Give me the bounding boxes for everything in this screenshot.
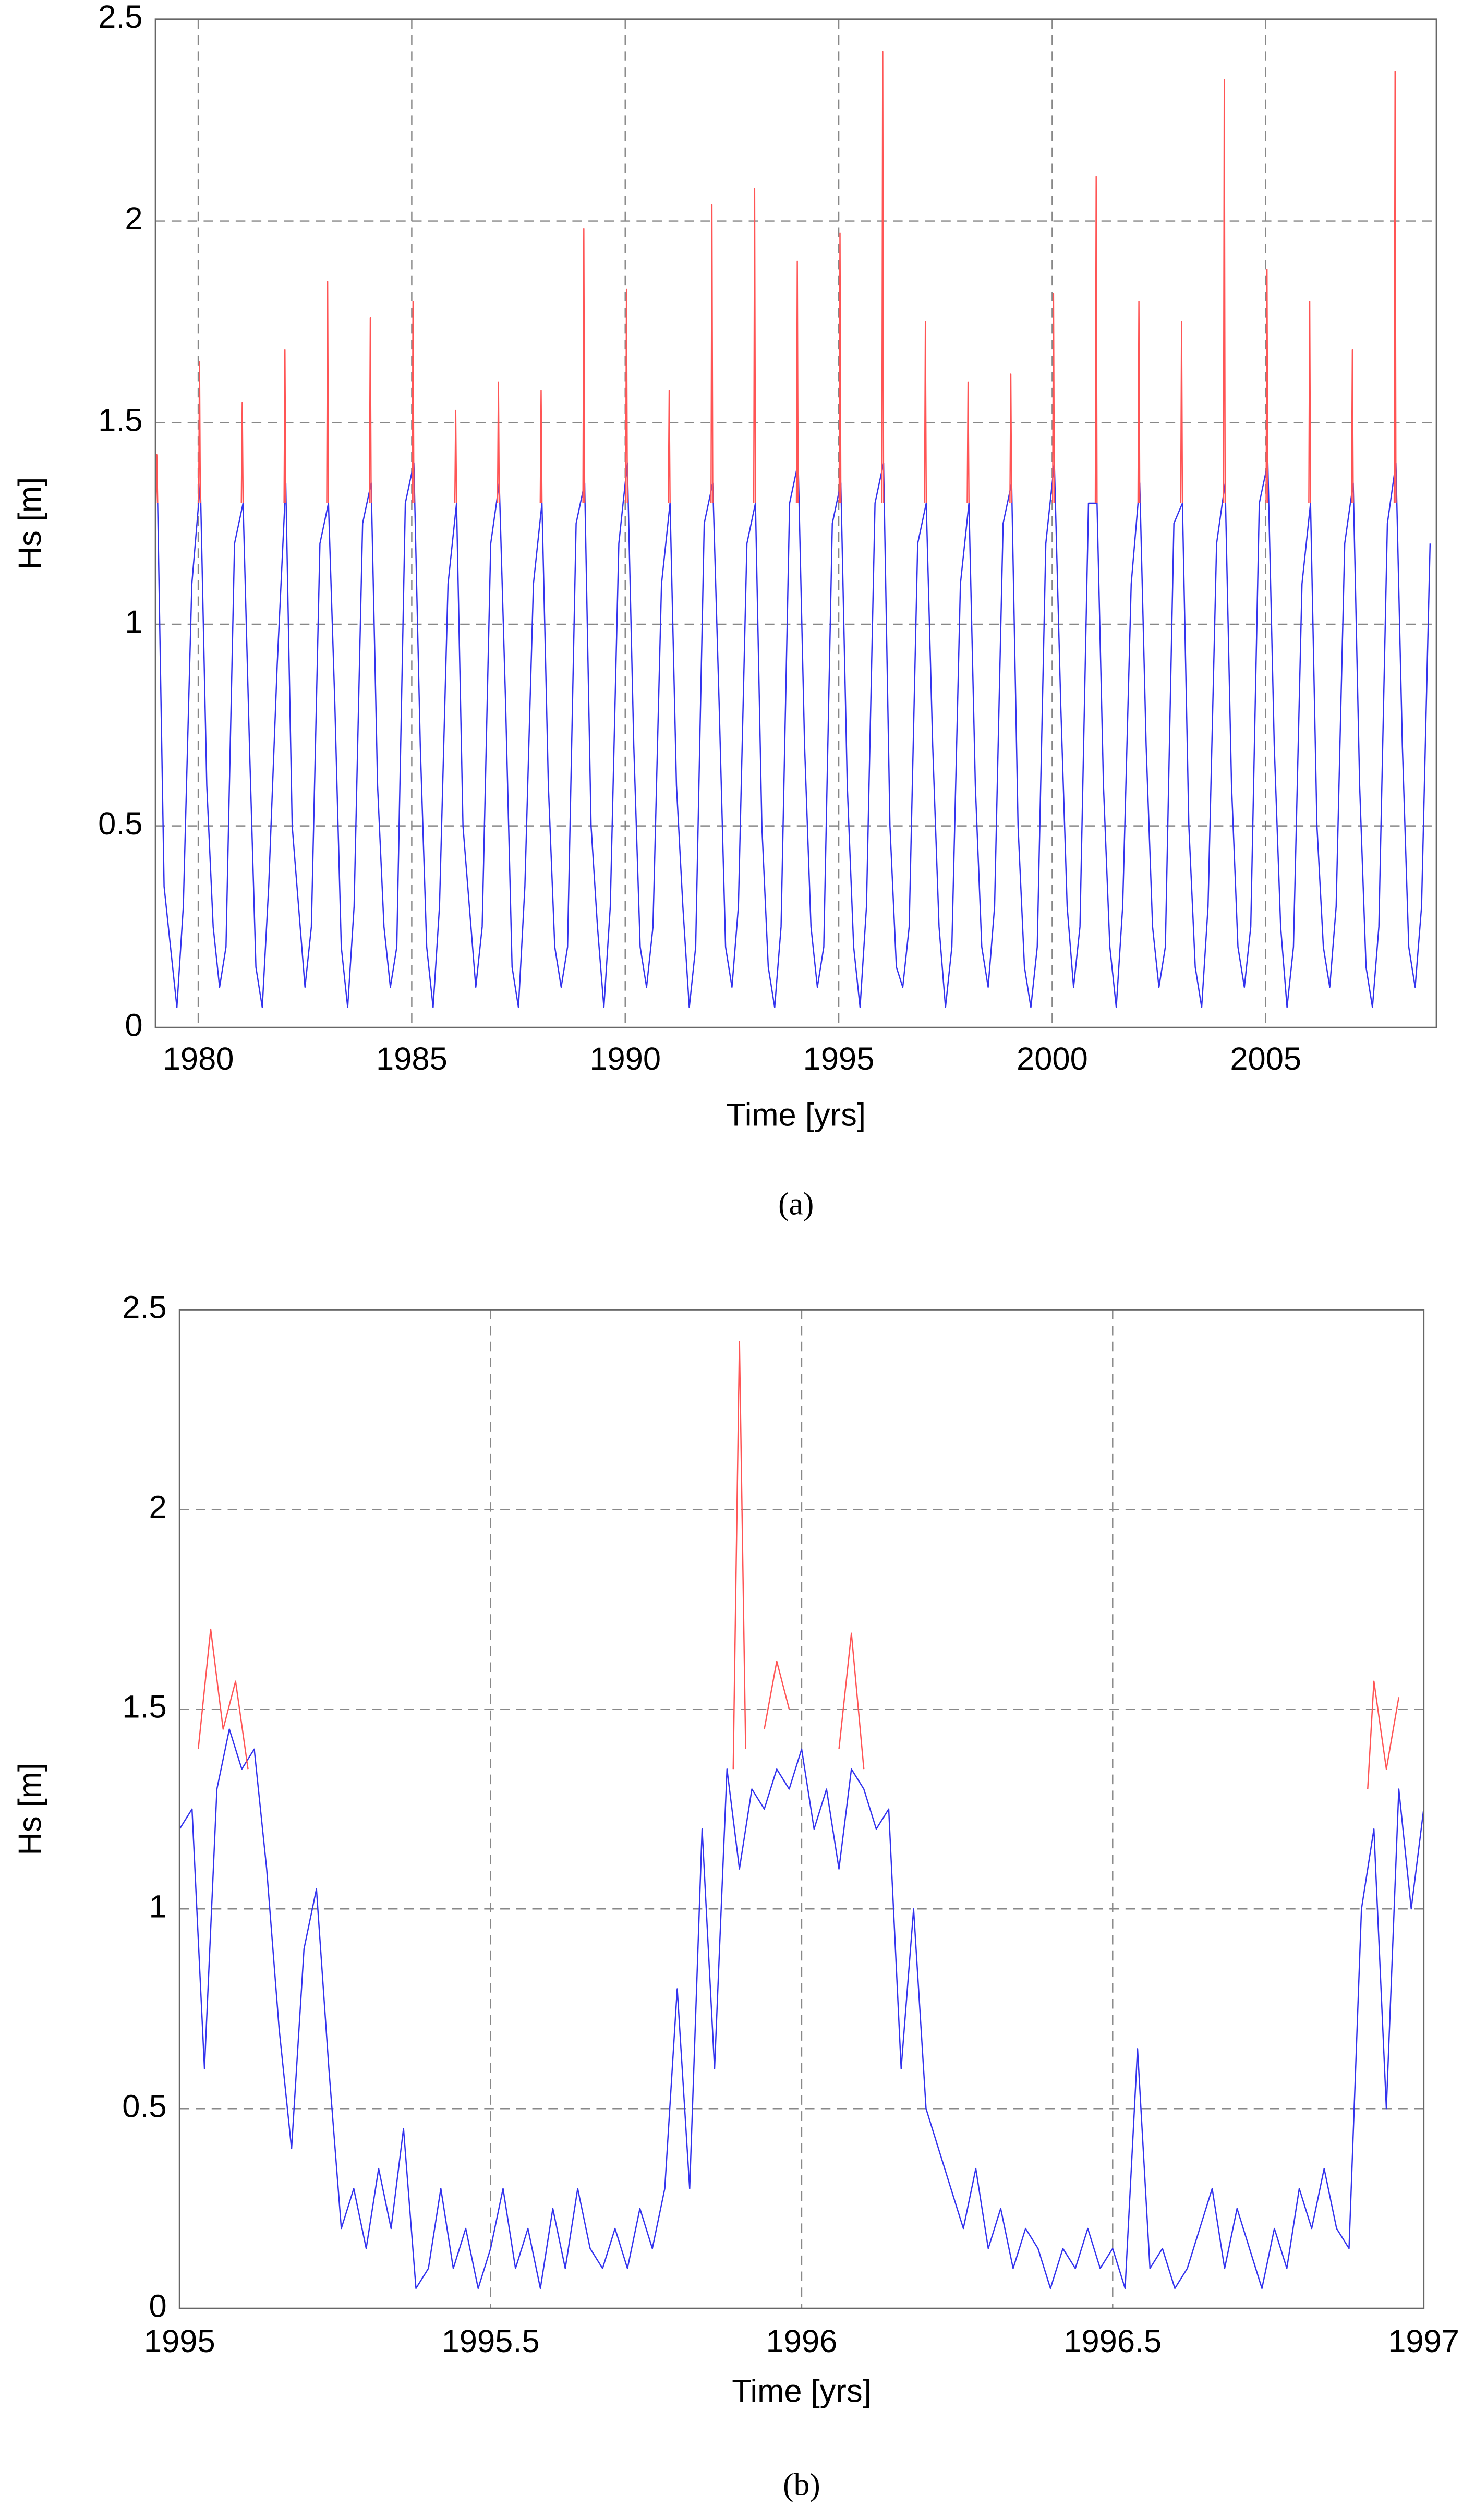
y-axis-label: Hs [m] bbox=[12, 1763, 48, 1856]
data-line bbox=[157, 462, 1431, 1008]
x-tick-label: 2000 bbox=[1017, 1041, 1088, 1077]
x-tick-label: 1990 bbox=[589, 1041, 661, 1077]
y-tick-label: 1 bbox=[149, 1889, 167, 1925]
y-tick-label: 0.5 bbox=[122, 2088, 166, 2124]
y-tick-label: 0 bbox=[149, 2288, 167, 2324]
y-tick-label: 0 bbox=[125, 1008, 142, 1044]
y-tick-label: 2 bbox=[125, 201, 142, 237]
y-tick-label: 1.5 bbox=[98, 402, 142, 438]
y-axis-label: Hs [m] bbox=[12, 477, 48, 570]
x-tick-label: 1996 bbox=[766, 2323, 838, 2359]
x-tick-label: 2005 bbox=[1230, 1041, 1301, 1077]
caption: (a) bbox=[778, 1186, 814, 1222]
y-tick-label: 1 bbox=[125, 604, 142, 640]
y-tick-label: 2.5 bbox=[98, 0, 142, 35]
x-tick-label: 1995.5 bbox=[442, 2323, 540, 2359]
chart: 0 0.5 1 1.5 2 2.5 1995 1995.5 1996 1996.5 1997 Time… bbox=[12, 1290, 1459, 2503]
data-line bbox=[197, 1341, 1400, 1789]
caption: (b) bbox=[783, 2467, 820, 2503]
y-tick-label: 1.5 bbox=[122, 1689, 166, 1725]
x-tick-label: 1996.5 bbox=[1063, 2323, 1162, 2359]
chart: 0 0.5 1 1.5 2 2.5 1980 1985 1990 1995 2000 2005 Time… bbox=[12, 0, 1437, 1222]
data-line bbox=[155, 51, 1397, 503]
data-line bbox=[179, 1728, 1424, 2289]
x-axis-label: Time [yrs] bbox=[726, 1097, 865, 1133]
x-tick-label: 1980 bbox=[163, 1041, 234, 1077]
y-tick-label: 0.5 bbox=[98, 806, 142, 842]
x-tick-label: 1995 bbox=[144, 2323, 215, 2359]
x-tick-label: 1995 bbox=[803, 1041, 875, 1077]
x-tick-label: 1985 bbox=[376, 1041, 448, 1077]
plot-frame bbox=[154, 18, 1437, 1028]
x-tick-label: 1997 bbox=[1388, 2323, 1459, 2359]
x-axis-label: Time [yrs] bbox=[732, 2373, 872, 2409]
y-tick-label: 2.5 bbox=[122, 1290, 166, 1326]
y-tick-label: 2 bbox=[149, 1489, 167, 1525]
plot-frame bbox=[178, 1309, 1425, 2309]
